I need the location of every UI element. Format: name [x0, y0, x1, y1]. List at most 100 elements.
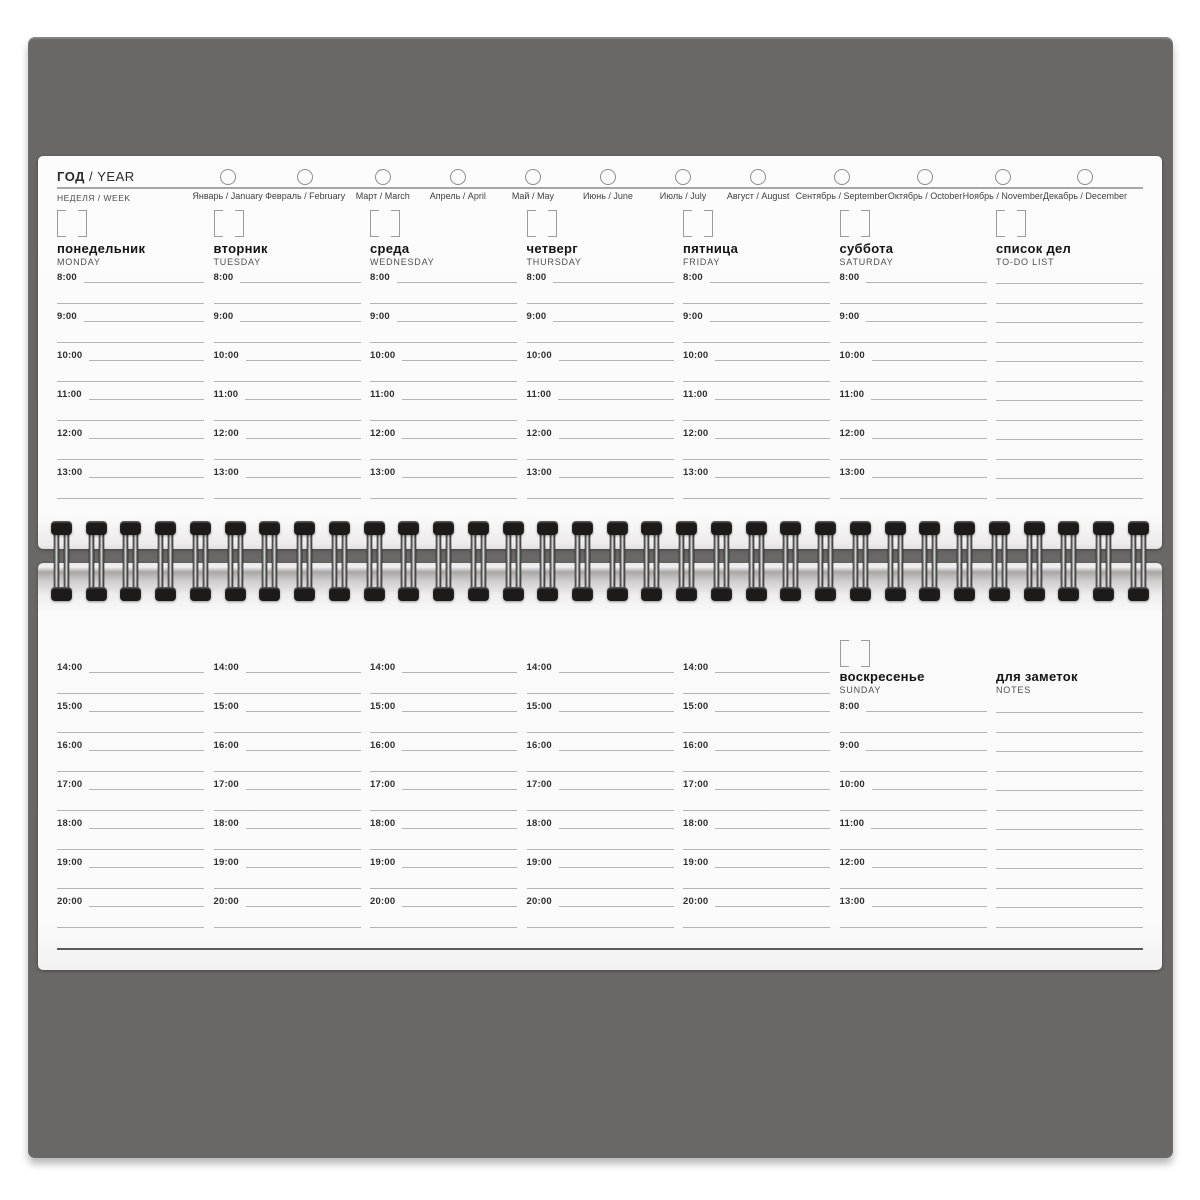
writing-line[interactable]	[683, 770, 830, 772]
writing-line[interactable]	[996, 380, 1143, 382]
writing-line[interactable]	[402, 828, 517, 829]
writing-line[interactable]	[89, 906, 204, 907]
writing-line[interactable]	[996, 497, 1143, 499]
writing-line[interactable]	[558, 789, 674, 790]
writing-line[interactable]	[996, 283, 1143, 284]
writing-line[interactable]	[402, 750, 517, 751]
writing-line[interactable]	[245, 906, 361, 907]
writing-line[interactable]	[715, 711, 830, 712]
writing-line[interactable]	[245, 672, 361, 673]
writing-line[interactable]	[996, 829, 1143, 830]
writing-line[interactable]	[996, 458, 1143, 460]
writing-line[interactable]	[558, 360, 674, 361]
writing-line[interactable]	[683, 458, 830, 460]
writing-line[interactable]	[558, 711, 674, 712]
writing-line[interactable]	[370, 770, 517, 772]
writing-line[interactable]	[89, 789, 204, 790]
writing-line[interactable]	[89, 711, 204, 712]
writing-line[interactable]	[683, 341, 830, 343]
date-bracket[interactable]	[839, 640, 870, 667]
writing-line[interactable]	[57, 497, 204, 499]
writing-line[interactable]	[558, 906, 674, 907]
writing-line[interactable]	[245, 828, 361, 829]
writing-line[interactable]	[871, 477, 987, 478]
writing-line[interactable]	[57, 731, 204, 733]
writing-line[interactable]	[558, 750, 674, 751]
writing-line[interactable]	[683, 926, 830, 928]
date-bracket[interactable]	[213, 210, 244, 237]
writing-line[interactable]	[89, 477, 204, 478]
writing-line[interactable]	[370, 380, 517, 382]
writing-line[interactable]	[871, 867, 987, 868]
writing-line[interactable]	[370, 692, 517, 694]
writing-line[interactable]	[396, 321, 517, 322]
writing-line[interactable]	[370, 848, 517, 850]
writing-line[interactable]	[370, 419, 517, 421]
writing-line[interactable]	[245, 360, 361, 361]
writing-line[interactable]	[996, 848, 1143, 850]
writing-line[interactable]	[866, 321, 987, 322]
writing-line[interactable]	[245, 750, 361, 751]
writing-line[interactable]	[57, 926, 204, 928]
writing-line[interactable]	[996, 887, 1143, 889]
writing-line[interactable]	[213, 458, 361, 460]
writing-line[interactable]	[402, 867, 517, 868]
writing-line[interactable]	[839, 926, 987, 928]
month-circle[interactable]	[994, 169, 1011, 185]
writing-line[interactable]	[370, 302, 517, 304]
writing-line[interactable]	[715, 750, 830, 751]
writing-line[interactable]	[839, 887, 987, 889]
writing-line[interactable]	[213, 809, 361, 811]
writing-line[interactable]	[871, 438, 987, 439]
writing-line[interactable]	[370, 341, 517, 343]
writing-line[interactable]	[402, 906, 517, 907]
writing-line[interactable]	[715, 438, 830, 439]
writing-line[interactable]	[526, 302, 674, 304]
writing-line[interactable]	[996, 439, 1143, 440]
writing-line[interactable]	[370, 731, 517, 733]
writing-line[interactable]	[402, 477, 517, 478]
writing-line[interactable]	[715, 672, 830, 673]
writing-line[interactable]	[683, 692, 830, 694]
writing-line[interactable]	[683, 380, 830, 382]
writing-line[interactable]	[89, 438, 204, 439]
month-circle[interactable]	[219, 169, 236, 185]
writing-line[interactable]	[213, 497, 361, 499]
writing-line[interactable]	[402, 672, 517, 673]
writing-line[interactable]	[996, 868, 1143, 869]
writing-line[interactable]	[213, 341, 361, 343]
writing-line[interactable]	[714, 399, 830, 400]
writing-line[interactable]	[57, 770, 204, 772]
writing-line[interactable]	[558, 438, 674, 439]
writing-line[interactable]	[401, 399, 517, 400]
writing-line[interactable]	[57, 419, 204, 421]
month-circle[interactable]	[297, 169, 314, 185]
writing-line[interactable]	[89, 867, 204, 868]
writing-line[interactable]	[526, 926, 674, 928]
writing-line[interactable]	[871, 906, 987, 907]
writing-line[interactable]	[526, 809, 674, 811]
writing-line[interactable]	[57, 809, 204, 811]
writing-line[interactable]	[526, 458, 674, 460]
writing-line[interactable]	[996, 419, 1143, 421]
writing-line[interactable]	[57, 692, 204, 694]
date-bracket[interactable]	[526, 210, 557, 237]
writing-line[interactable]	[996, 341, 1143, 343]
writing-line[interactable]	[83, 282, 204, 283]
writing-line[interactable]	[89, 672, 204, 673]
date-bracket[interactable]	[996, 210, 1026, 237]
writing-line[interactable]	[402, 438, 517, 439]
writing-line[interactable]	[839, 302, 987, 304]
writing-line[interactable]	[245, 711, 361, 712]
writing-line[interactable]	[57, 380, 204, 382]
writing-line[interactable]	[871, 360, 987, 361]
writing-line[interactable]	[839, 809, 987, 811]
writing-line[interactable]	[213, 887, 361, 889]
writing-line[interactable]	[683, 731, 830, 733]
writing-line[interactable]	[402, 711, 517, 712]
month-circle[interactable]	[374, 169, 391, 185]
writing-line[interactable]	[526, 497, 674, 499]
writing-line[interactable]	[996, 809, 1143, 811]
writing-line[interactable]	[370, 458, 517, 460]
writing-line[interactable]	[526, 770, 674, 772]
